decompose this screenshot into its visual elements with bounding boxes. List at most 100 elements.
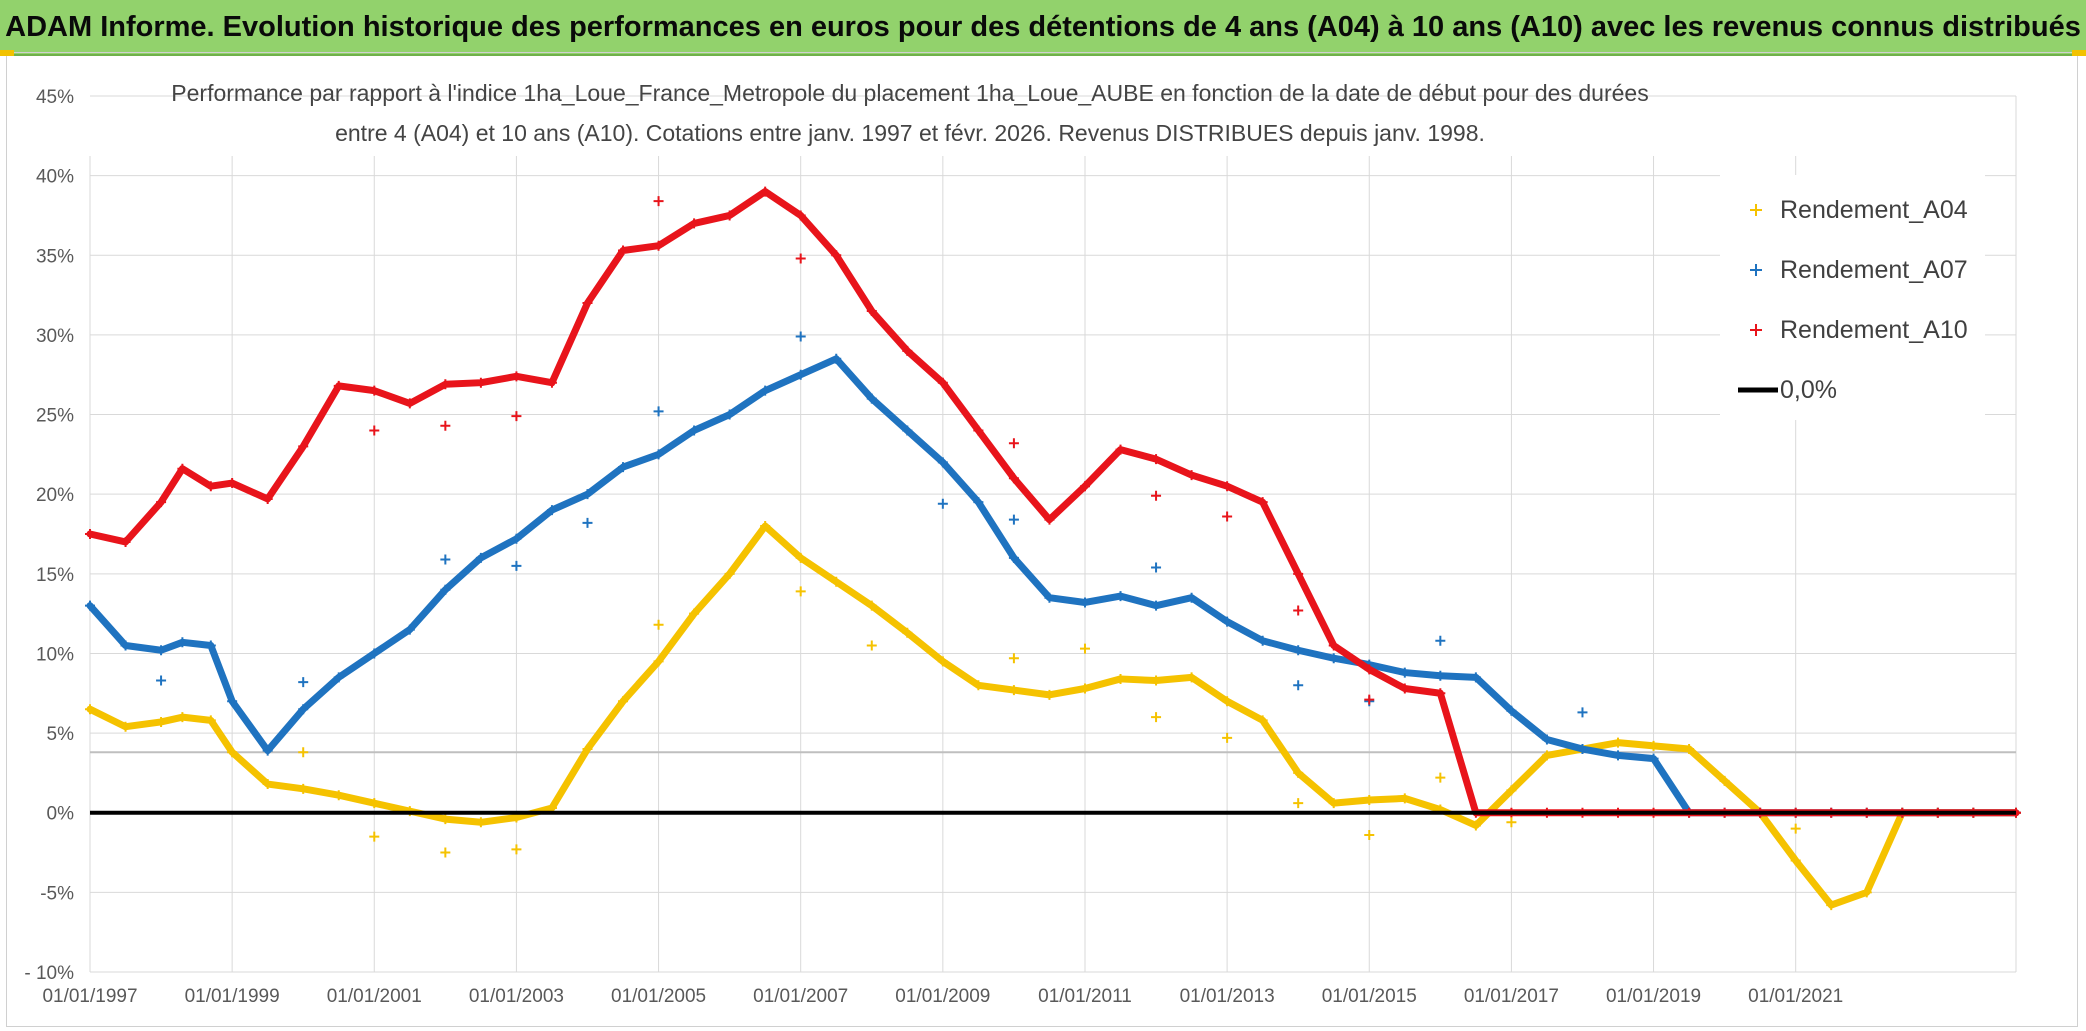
data-point-rendement-a04 — [1506, 785, 1517, 796]
legend-marker-a04 — [1720, 190, 1780, 230]
outlier-point-rendement-a04 — [866, 640, 877, 651]
y-tick-label: 45% — [36, 87, 74, 108]
data-point-rendement-a04 — [937, 656, 948, 667]
data-point-rendement-a04 — [205, 715, 216, 726]
legend-marker-a07 — [1720, 250, 1780, 290]
data-point-rendement-a07 — [1293, 645, 1304, 656]
data-point-rendement-a04 — [724, 568, 735, 579]
data-point-rendement-a10 — [227, 478, 238, 489]
data-point-rendement-a07 — [724, 409, 735, 420]
outlier-point-rendement-a10 — [1222, 511, 1233, 522]
outlier-point-rendement-a10 — [1008, 438, 1019, 449]
data-point-rendement-a10 — [1293, 568, 1304, 579]
data-point-rendement-a10 — [653, 240, 664, 251]
data-point-rendement-a07 — [475, 552, 486, 563]
outlier-point-rendement-a07 — [653, 406, 664, 417]
data-point-rendement-a10 — [937, 377, 948, 388]
x-tick-label: 01/01/2009 — [895, 986, 990, 1007]
outlier-point-rendement-a07 — [511, 560, 522, 571]
data-point-rendement-a07 — [156, 645, 167, 656]
data-point-rendement-a04 — [1719, 775, 1730, 786]
data-point-rendement-a04 — [1826, 900, 1837, 911]
legend-label-a10: Rendement_A10 — [1780, 315, 1968, 344]
outlier-point-rendement-a10 — [1151, 490, 1162, 501]
x-tick-label: 01/01/2003 — [469, 986, 564, 1007]
legend-label-a07: Rendement_A07 — [1780, 255, 1968, 284]
data-point-rendement-a07 — [440, 584, 451, 595]
data-point-rendement-a10 — [1115, 444, 1126, 455]
series-marks — [85, 186, 2021, 911]
outlier-point-rendement-a04 — [369, 831, 380, 842]
data-point-rendement-a07 — [653, 449, 664, 460]
data-point-rendement-a04 — [227, 747, 238, 758]
data-point-rendement-a04 — [333, 790, 344, 801]
chart-frame — [6, 52, 2078, 1027]
data-point-rendement-a04 — [85, 704, 95, 715]
data-point-rendement-a07 — [760, 385, 771, 396]
chart-legend: Rendement_A04 Rendement_A07 Rendement_A1… — [1720, 175, 1985, 420]
x-tick-label: 01/01/2017 — [1464, 986, 1559, 1007]
frame-corner-marker — [0, 50, 14, 56]
data-point-rendement-a07 — [262, 745, 273, 756]
y-tick-label: 10% — [36, 644, 74, 665]
data-point-rendement-a10 — [618, 245, 629, 256]
legend-item-rendement-a04: Rendement_A04 — [1720, 190, 1968, 230]
x-tick-label: 01/01/2005 — [611, 986, 706, 1007]
data-point-rendement-a07 — [689, 425, 700, 436]
data-point-rendement-a07 — [120, 640, 131, 651]
data-point-rendement-a04 — [120, 721, 131, 732]
data-point-rendement-a04 — [1115, 673, 1126, 684]
data-point-rendement-a07 — [369, 648, 380, 659]
data-point-rendement-a07 — [1506, 705, 1517, 716]
report-title: ADAM Informe. Evolution historique des p… — [5, 10, 2081, 43]
series-line-rendement-a07 — [86, 355, 2020, 817]
x-tick-label: 01/01/2013 — [1180, 986, 1275, 1007]
outlier-point-rendement-a07 — [1577, 707, 1588, 718]
data-point-rendement-a10 — [760, 186, 771, 197]
data-point-rendement-a10 — [1222, 481, 1233, 492]
outlier-point-rendement-a10 — [653, 196, 664, 207]
data-point-rendement-a04 — [1151, 675, 1162, 686]
outlier-point-rendement-a10 — [1364, 694, 1375, 705]
y-tick-label: 5% — [47, 724, 75, 745]
data-point-rendement-a07 — [1613, 750, 1624, 761]
data-point-rendement-a07 — [1222, 616, 1233, 627]
data-point-rendement-a04 — [1044, 689, 1055, 700]
data-point-rendement-a04 — [1008, 685, 1019, 696]
data-point-rendement-a04 — [1613, 737, 1624, 748]
y-tick-label: 15% — [36, 565, 74, 586]
data-point-rendement-a10 — [1079, 481, 1090, 492]
data-point-rendement-a04 — [475, 817, 486, 828]
report-title-banner: ADAM Informe. Evolution historique des p… — [0, 0, 2086, 56]
data-point-rendement-a10 — [902, 345, 913, 356]
outlier-point-rendement-a07 — [440, 554, 451, 565]
legend-item-rendement-a07: Rendement_A07 — [1720, 250, 1968, 290]
data-point-rendement-a04 — [1861, 887, 1872, 898]
outlier-point-rendement-a04 — [1079, 643, 1090, 654]
data-point-rendement-a10 — [1435, 688, 1446, 699]
data-point-rendement-a10 — [831, 250, 842, 261]
x-tick-label: 01/01/2021 — [1748, 986, 1843, 1007]
y-axis-tick-labels: - 10% -5% 0% 5% 10% 15% 20% 25% 30% 35% 40% 45% — [24, 87, 74, 984]
data-point-rendement-a07 — [333, 672, 344, 683]
outlier-point-rendement-a07 — [156, 675, 167, 686]
legend-label-a04: Rendement_A04 — [1780, 195, 1968, 224]
data-point-rendement-a04 — [177, 712, 188, 723]
data-point-rendement-a07 — [1328, 653, 1339, 664]
chart-subtitle-line-2: entre 4 (A04) et 10 ans (A10). Cotations… — [335, 120, 1485, 146]
legend-item-zero-line: 0,0% — [1720, 370, 1837, 410]
legend-label-zero-line: 0,0% — [1780, 375, 1837, 404]
y-tick-label: 30% — [36, 326, 74, 347]
x-tick-label: 01/01/1997 — [42, 986, 137, 1007]
data-point-rendement-a04 — [298, 783, 309, 794]
y-tick-label: -5% — [40, 883, 74, 904]
data-point-rendement-a07 — [177, 637, 188, 648]
data-point-rendement-a07 — [866, 393, 877, 404]
data-point-rendement-a10 — [404, 398, 415, 409]
data-point-rendement-a04 — [831, 576, 842, 587]
frame-corner-marker — [2072, 50, 2086, 56]
data-point-rendement-a07 — [227, 696, 238, 707]
outlier-point-rendement-a04 — [1151, 712, 1162, 723]
data-point-rendement-a07 — [1044, 592, 1055, 603]
data-point-rendement-a04 — [1470, 820, 1481, 831]
